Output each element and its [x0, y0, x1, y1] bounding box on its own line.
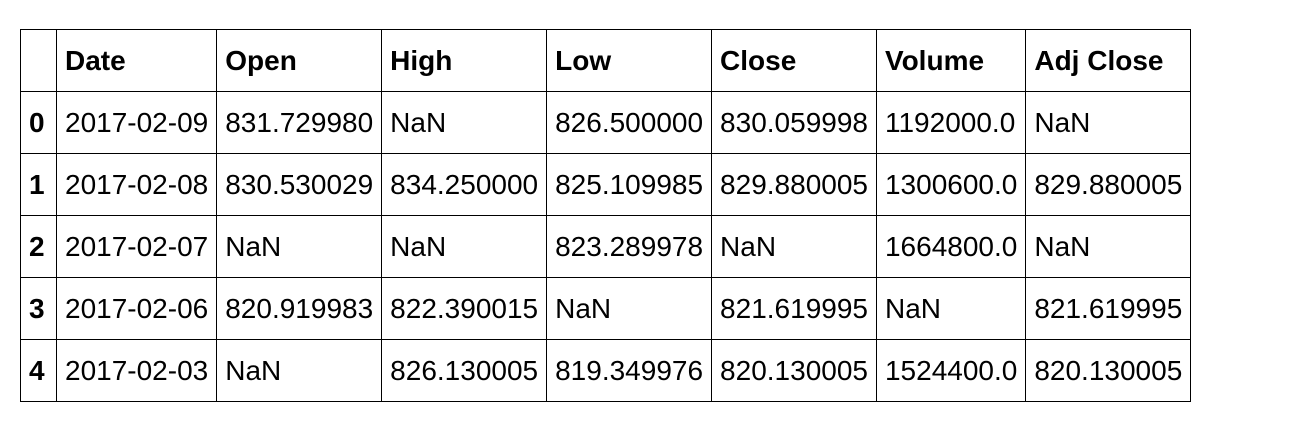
close-cell: 821.619995 — [711, 277, 877, 340]
row-index-cell: 4 — [20, 339, 57, 402]
row-index-cell: 3 — [20, 277, 57, 340]
table-row: 3 2017-02-06 820.919983 822.390015 NaN 8… — [20, 277, 1192, 340]
row-index-cell: 0 — [20, 91, 57, 154]
adj-close-cell: 829.880005 — [1025, 153, 1192, 216]
close-cell: 829.880005 — [711, 153, 877, 216]
close-cell: 830.059998 — [711, 91, 877, 154]
high-cell: 822.390015 — [381, 277, 548, 340]
column-header-low: Low — [546, 29, 713, 92]
low-cell: NaN — [546, 277, 713, 340]
column-header-close: Close — [711, 29, 877, 92]
row-index-cell: 2 — [20, 215, 57, 278]
column-header-volume: Volume — [875, 29, 1027, 92]
column-header-adj-close: Adj Close — [1025, 29, 1192, 92]
open-cell: NaN — [216, 215, 383, 278]
close-cell: NaN — [711, 215, 877, 278]
table-body: 0 2017-02-09 831.729980 NaN 826.500000 8… — [20, 91, 1192, 402]
header-row: Date Open High Low Close Volume Adj Clos… — [20, 29, 1192, 92]
table-header: Date Open High Low Close Volume Adj Clos… — [20, 29, 1192, 92]
table-row: 0 2017-02-09 831.729980 NaN 826.500000 8… — [20, 91, 1192, 154]
index-header-cell — [20, 29, 57, 92]
low-cell: 823.289978 — [546, 215, 713, 278]
date-cell: 2017-02-08 — [55, 153, 218, 216]
open-cell: 831.729980 — [216, 91, 383, 154]
high-cell: NaN — [381, 215, 548, 278]
date-cell: 2017-02-06 — [55, 277, 218, 340]
table-row: 2 2017-02-07 NaN NaN 823.289978 NaN 1664… — [20, 215, 1192, 278]
high-cell: 834.250000 — [381, 153, 548, 216]
open-cell: 820.919983 — [216, 277, 383, 340]
column-header-open: Open — [216, 29, 383, 92]
volume-cell: 1300600.0 — [875, 153, 1027, 216]
open-cell: 830.530029 — [216, 153, 383, 216]
volume-cell: 1524400.0 — [875, 339, 1027, 402]
dataframe-table: Date Open High Low Close Volume Adj Clos… — [20, 29, 1192, 402]
row-index-cell: 1 — [20, 153, 57, 216]
adj-close-cell: NaN — [1025, 91, 1192, 154]
date-cell: 2017-02-09 — [55, 91, 218, 154]
date-cell: 2017-02-07 — [55, 215, 218, 278]
low-cell: 819.349976 — [546, 339, 713, 402]
table-row: 4 2017-02-03 NaN 826.130005 819.349976 8… — [20, 339, 1192, 402]
adj-close-cell: 821.619995 — [1025, 277, 1192, 340]
volume-cell: NaN — [875, 277, 1027, 340]
low-cell: 825.109985 — [546, 153, 713, 216]
adj-close-cell: 820.130005 — [1025, 339, 1192, 402]
open-cell: NaN — [216, 339, 383, 402]
high-cell: 826.130005 — [381, 339, 548, 402]
table-row: 1 2017-02-08 830.530029 834.250000 825.1… — [20, 153, 1192, 216]
adj-close-cell: NaN — [1025, 215, 1192, 278]
column-header-high: High — [381, 29, 548, 92]
volume-cell: 1664800.0 — [875, 215, 1027, 278]
volume-cell: 1192000.0 — [875, 91, 1027, 154]
low-cell: 826.500000 — [546, 91, 713, 154]
date-cell: 2017-02-03 — [55, 339, 218, 402]
close-cell: 820.130005 — [711, 339, 877, 402]
high-cell: NaN — [381, 91, 548, 154]
column-header-date: Date — [55, 29, 218, 92]
